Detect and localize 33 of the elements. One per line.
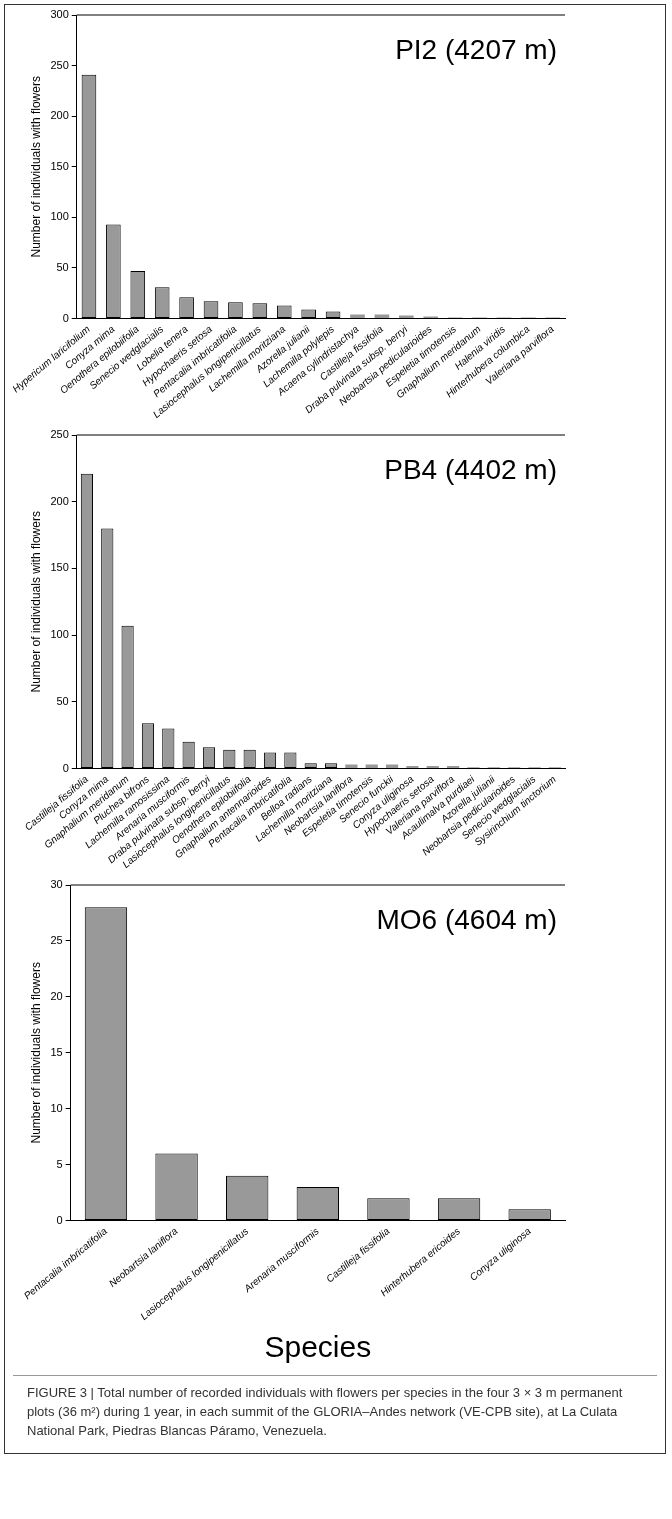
y-tick-label: 200 <box>50 109 69 122</box>
bar <box>350 314 365 319</box>
bar <box>374 314 390 319</box>
y-tick-label: 15 <box>50 1045 63 1058</box>
text: PI2 (4207 m) <box>395 33 557 65</box>
y-tick-label: 10 <box>50 1101 63 1114</box>
caption: FIGURE 3 | Total number of recorded individuals with flowers per species in the four 3 × 3 m permanent plots (36 m²) during 1 year, in each summit of the GLORIA–Andes network (VE-CPB site), at La Culata National Park, Piedras Blancas Páramo, Venezuela. <box>13 1375 657 1453</box>
y-tick-label: 50 <box>56 260 69 273</box>
y-tick-label: 200 <box>50 494 69 507</box>
y-axis-title: Number of individuals with flowers <box>28 511 43 693</box>
bar <box>426 765 439 769</box>
y-tick-label: 300 <box>50 8 69 21</box>
y-axis-title: Number of individuals with flowers <box>28 962 43 1144</box>
text: PB4 (4402 m) <box>384 453 557 485</box>
bar <box>406 765 419 769</box>
y-tick-label: 100 <box>50 210 69 223</box>
x-axis-title: Species <box>264 1330 372 1364</box>
y-tick-label: 30 <box>50 878 63 891</box>
y-tick-label: 150 <box>50 561 69 574</box>
y-tick-label: 250 <box>50 58 69 71</box>
y-tick-label: 0 <box>62 311 69 324</box>
text: MO6 (4604 m) <box>376 903 557 935</box>
y-tick-label: 25 <box>50 933 63 946</box>
y-tick-label: 250 <box>50 428 69 441</box>
y-tick-label: 150 <box>50 159 69 172</box>
y-tick-label: 50 <box>56 694 69 707</box>
y-tick-label: 100 <box>50 628 69 641</box>
y-tick-label: 0 <box>62 761 69 774</box>
bar <box>447 765 460 769</box>
y-tick-label: 20 <box>50 989 63 1002</box>
y-tick-label: 5 <box>56 1157 63 1170</box>
y-tick-label: 0 <box>56 1213 63 1226</box>
y-axis-title: Number of individuals with flowers <box>28 76 43 258</box>
